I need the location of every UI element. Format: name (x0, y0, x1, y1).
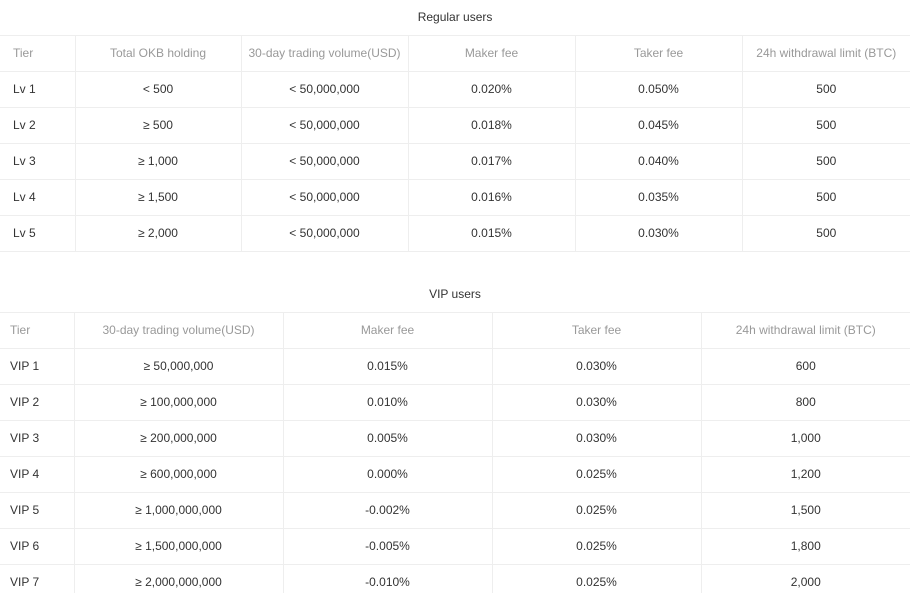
taker-fee-cell: 0.025% (491, 456, 702, 493)
tier-cell: Lv 3 (0, 143, 76, 180)
tier-cell: Lv 1 (0, 71, 76, 108)
taker-fee-cell: 0.045% (574, 107, 743, 144)
maker-fee-cell: 0.000% (282, 456, 493, 493)
taker-fee-cell: 0.030% (574, 215, 743, 252)
regular-users-title: Regular users (0, 0, 911, 36)
taker-fee-cell: 0.025% (491, 564, 702, 593)
table-spacer (0, 252, 910, 277)
column-header-tier: Tier (0, 35, 76, 72)
column-header-trading-volume: 30-day trading volume(USD) (240, 35, 409, 72)
maker-fee-cell: 0.020% (407, 71, 576, 108)
taker-fee-cell: 0.030% (491, 348, 702, 385)
vip-users-table: VIP users Tier 30-day trading volume(USD… (0, 277, 911, 593)
regular-users-table: Regular users Tier Total OKB holding 30-… (0, 0, 911, 252)
table-row: VIP 6 ≥ 1,500,000,000 -0.005% 0.025% 1,8… (0, 528, 911, 565)
column-header-okb-holding: Total OKB holding (74, 35, 242, 72)
table-row: VIP 5 ≥ 1,000,000,000 -0.002% 0.025% 1,5… (0, 492, 911, 529)
withdrawal-limit-cell: 600 (700, 348, 911, 385)
taker-fee-cell: 0.050% (574, 71, 743, 108)
taker-fee-cell: 0.030% (491, 384, 702, 421)
trading-volume-cell: < 50,000,000 (240, 215, 409, 252)
tier-cell: VIP 6 (0, 528, 75, 565)
maker-fee-cell: -0.002% (282, 492, 493, 529)
trading-volume-cell: ≥ 50,000,000 (73, 348, 284, 385)
withdrawal-limit-cell: 500 (741, 179, 911, 216)
taker-fee-cell: 0.040% (574, 143, 743, 180)
trading-volume-cell: ≥ 1,000,000,000 (73, 492, 284, 529)
maker-fee-cell: 0.005% (282, 420, 493, 457)
tier-cell: VIP 4 (0, 456, 75, 493)
table-row: Lv 3 ≥ 1,000 < 50,000,000 0.017% 0.040% … (0, 143, 911, 180)
withdrawal-limit-cell: 500 (741, 71, 911, 108)
tier-cell: VIP 3 (0, 420, 75, 457)
regular-users-header-row: Tier Total OKB holding 30-day trading vo… (0, 35, 911, 72)
okb-holding-cell: ≥ 2,000 (74, 215, 242, 252)
tier-cell: Lv 2 (0, 107, 76, 144)
vip-users-caption-row: VIP users (0, 277, 911, 313)
table-row: Lv 4 ≥ 1,500 < 50,000,000 0.016% 0.035% … (0, 179, 911, 216)
table-row: VIP 4 ≥ 600,000,000 0.000% 0.025% 1,200 (0, 456, 911, 493)
trading-volume-cell: ≥ 100,000,000 (73, 384, 284, 421)
trading-volume-cell: < 50,000,000 (240, 71, 409, 108)
trading-volume-cell: ≥ 600,000,000 (73, 456, 284, 493)
column-header-taker-fee: Taker fee (574, 35, 743, 72)
table-row: Lv 2 ≥ 500 < 50,000,000 0.018% 0.045% 50… (0, 107, 911, 144)
withdrawal-limit-cell: 500 (741, 215, 911, 252)
taker-fee-cell: 0.025% (491, 528, 702, 565)
maker-fee-cell: 0.018% (407, 107, 576, 144)
table-row: VIP 1 ≥ 50,000,000 0.015% 0.030% 600 (0, 348, 911, 385)
trading-volume-cell: ≥ 200,000,000 (73, 420, 284, 457)
withdrawal-limit-cell: 500 (741, 143, 911, 180)
column-header-maker-fee: Maker fee (282, 312, 493, 349)
column-header-maker-fee: Maker fee (407, 35, 576, 72)
withdrawal-limit-cell: 1,500 (700, 492, 911, 529)
maker-fee-cell: 0.016% (407, 179, 576, 216)
column-header-tier: Tier (0, 312, 75, 349)
okb-holding-cell: < 500 (74, 71, 242, 108)
withdrawal-limit-cell: 500 (741, 107, 911, 144)
taker-fee-cell: 0.035% (574, 179, 743, 216)
maker-fee-cell: 0.015% (407, 215, 576, 252)
tier-cell: VIP 2 (0, 384, 75, 421)
vip-users-title: VIP users (0, 277, 911, 313)
maker-fee-cell: 0.010% (282, 384, 493, 421)
maker-fee-cell: 0.015% (282, 348, 493, 385)
okb-holding-cell: ≥ 500 (74, 107, 242, 144)
okb-holding-cell: ≥ 1,500 (74, 179, 242, 216)
tier-cell: VIP 1 (0, 348, 75, 385)
column-header-withdrawal-limit: 24h withdrawal limit (BTC) (741, 35, 911, 72)
trading-volume-cell: ≥ 1,500,000,000 (73, 528, 284, 565)
withdrawal-limit-cell: 1,000 (700, 420, 911, 457)
maker-fee-cell: -0.010% (282, 564, 493, 593)
trading-volume-cell: ≥ 2,000,000,000 (73, 564, 284, 593)
table-row: VIP 3 ≥ 200,000,000 0.005% 0.030% 1,000 (0, 420, 911, 457)
column-header-withdrawal-limit: 24h withdrawal limit (BTC) (700, 312, 911, 349)
table-row: VIP 2 ≥ 100,000,000 0.010% 0.030% 800 (0, 384, 911, 421)
tier-cell: VIP 5 (0, 492, 75, 529)
withdrawal-limit-cell: 2,000 (700, 564, 911, 593)
taker-fee-cell: 0.025% (491, 492, 702, 529)
withdrawal-limit-cell: 800 (700, 384, 911, 421)
okb-holding-cell: ≥ 1,000 (74, 143, 242, 180)
trading-volume-cell: < 50,000,000 (240, 143, 409, 180)
taker-fee-cell: 0.030% (491, 420, 702, 457)
table-row: Lv 1 < 500 < 50,000,000 0.020% 0.050% 50… (0, 71, 911, 108)
maker-fee-cell: -0.005% (282, 528, 493, 565)
tier-cell: VIP 7 (0, 564, 75, 593)
withdrawal-limit-cell: 1,800 (700, 528, 911, 565)
withdrawal-limit-cell: 1,200 (700, 456, 911, 493)
table-row: Lv 5 ≥ 2,000 < 50,000,000 0.015% 0.030% … (0, 215, 911, 252)
trading-volume-cell: < 50,000,000 (240, 107, 409, 144)
vip-users-header-row: Tier 30-day trading volume(USD) Maker fe… (0, 312, 911, 349)
trading-volume-cell: < 50,000,000 (240, 179, 409, 216)
tier-cell: Lv 4 (0, 179, 76, 216)
column-header-trading-volume: 30-day trading volume(USD) (73, 312, 284, 349)
column-header-taker-fee: Taker fee (491, 312, 702, 349)
table-row: VIP 7 ≥ 2,000,000,000 -0.010% 0.025% 2,0… (0, 564, 911, 593)
maker-fee-cell: 0.017% (407, 143, 576, 180)
regular-users-caption-row: Regular users (0, 0, 911, 36)
tier-cell: Lv 5 (0, 215, 76, 252)
